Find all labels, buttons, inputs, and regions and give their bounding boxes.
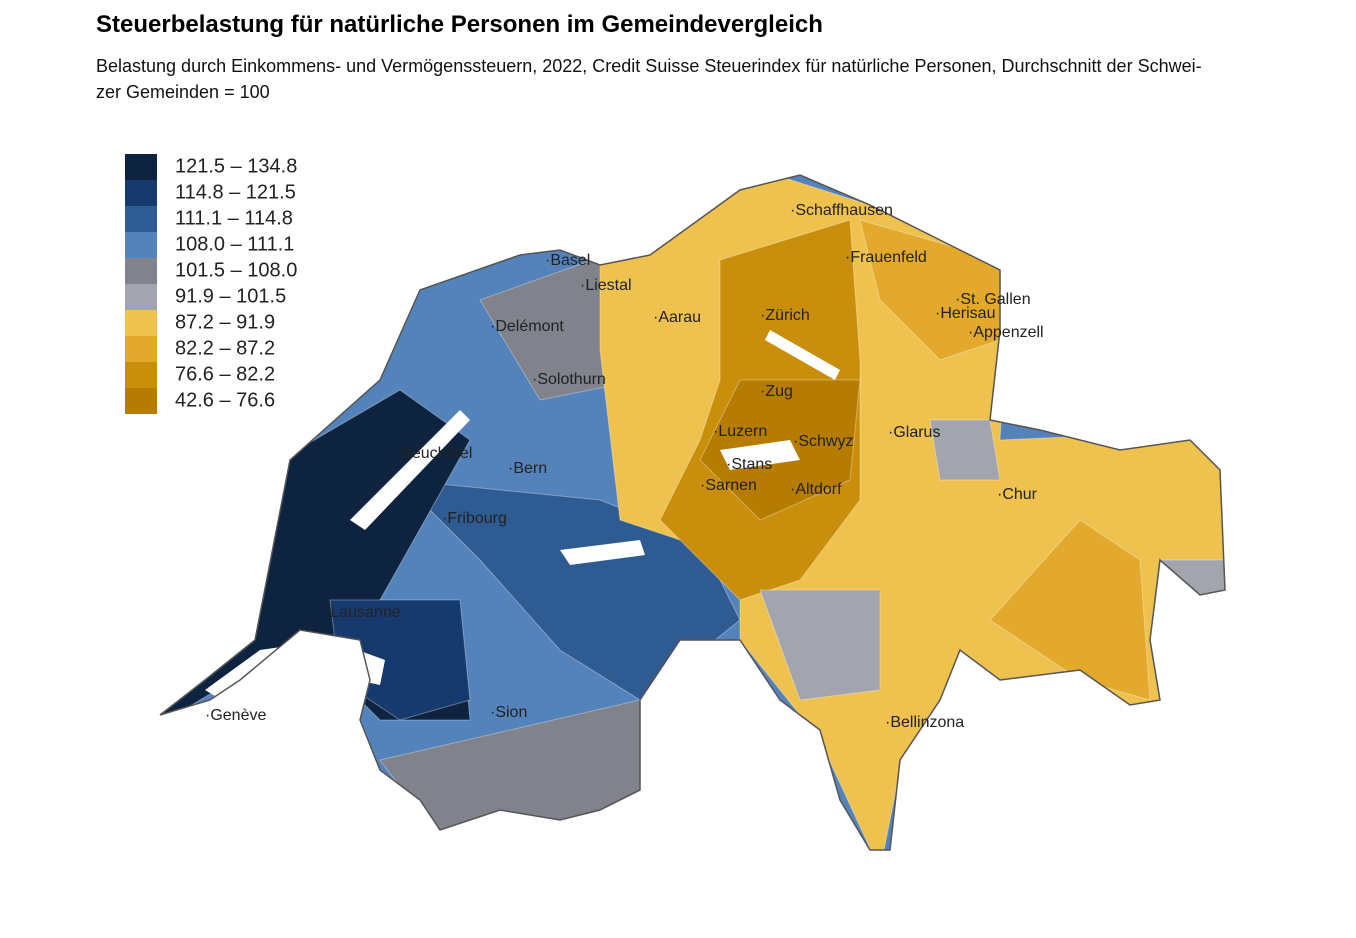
- legend-swatch: [125, 284, 157, 310]
- legend-label: 114.8 – 121.5: [175, 181, 296, 203]
- city-label: ·Stans: [726, 456, 772, 473]
- subtitle: Belastung durch Einkommens- und Vermögen…: [96, 56, 1202, 76]
- city-label: ·Solothurn: [532, 371, 606, 388]
- city-label: ·Liestal: [580, 277, 632, 294]
- legend-label: 87.2 – 91.9: [175, 311, 275, 333]
- city-label: ·Schwyz: [793, 433, 853, 450]
- legend-label: 121.5 – 134.8: [175, 155, 297, 177]
- legend: 121.5 – 134.8 114.8 – 121.5 111.1 – 114.8 1…: [125, 154, 297, 414]
- city-label: ·Glarus: [888, 424, 940, 441]
- city-label: ·Schaffhausen: [790, 202, 893, 219]
- city-label: ·Delémont: [490, 318, 564, 335]
- legend-swatch: [125, 388, 157, 414]
- legend-label: 76.6 – 82.2: [175, 363, 275, 385]
- lake: [350, 410, 470, 530]
- region: [989, 519, 1151, 701]
- lake: [720, 440, 800, 470]
- region: [1159, 559, 1225, 601]
- city-label: ·St. Gallen: [955, 291, 1031, 308]
- city-label: ·Bellinzona: [885, 714, 964, 731]
- city-label: ·Altdorf: [790, 481, 842, 498]
- legend-swatch: [125, 180, 157, 206]
- city-label: ·Chur: [997, 486, 1038, 503]
- legend-label: 91.9 – 101.5: [175, 285, 286, 307]
- city-label: ·Zürich: [760, 307, 810, 324]
- legend-label: 42.6 – 76.6: [175, 389, 275, 411]
- city-label: ·Bern: [508, 460, 547, 477]
- city-label: ·Basel: [545, 252, 590, 269]
- lake: [765, 330, 840, 380]
- subtitle: zer Gemeinden = 100: [96, 82, 270, 102]
- legend-label: 111.1 – 114.8: [175, 207, 293, 229]
- cities: ·Schaffhausen ·Basel ·Liestal ·Frauenfel…: [205, 202, 1044, 731]
- legend-label: 101.5 – 108.0: [175, 259, 297, 281]
- city-label: ·Neuchâtel: [395, 445, 472, 462]
- legend-label: 108.0 – 111.1: [175, 233, 294, 255]
- legend-label: 82.2 – 87.2: [175, 337, 275, 359]
- legend-swatch: [125, 154, 157, 180]
- city-label: ·Luzern: [713, 423, 767, 440]
- city-label: ·Genève: [205, 707, 266, 724]
- city-label: ·Appenzell: [968, 324, 1044, 341]
- map: [160, 175, 1225, 850]
- city-label: ·Lausanne: [325, 604, 401, 621]
- title: Steuerbelastung für natürliche Personen …: [96, 11, 823, 38]
- city-label: ·Herisau: [935, 305, 995, 322]
- city-label: ·Zug: [760, 383, 793, 400]
- legend-swatch: [125, 310, 157, 336]
- lake: [205, 640, 385, 705]
- legend-swatch: [125, 336, 157, 362]
- region: [929, 419, 1001, 481]
- city-label: ·Fribourg: [442, 510, 507, 527]
- city-label: ·Aarau: [653, 309, 701, 326]
- legend-swatch: [125, 232, 157, 258]
- legend-swatch: [125, 362, 157, 388]
- legend-swatch: [125, 206, 157, 232]
- lake: [560, 540, 645, 565]
- city-label: ·Sion: [490, 704, 527, 721]
- city-label: ·Frauenfeld: [845, 249, 927, 266]
- region: [759, 589, 881, 701]
- legend-swatch: [125, 258, 157, 284]
- city-label: ·Sarnen: [700, 477, 757, 494]
